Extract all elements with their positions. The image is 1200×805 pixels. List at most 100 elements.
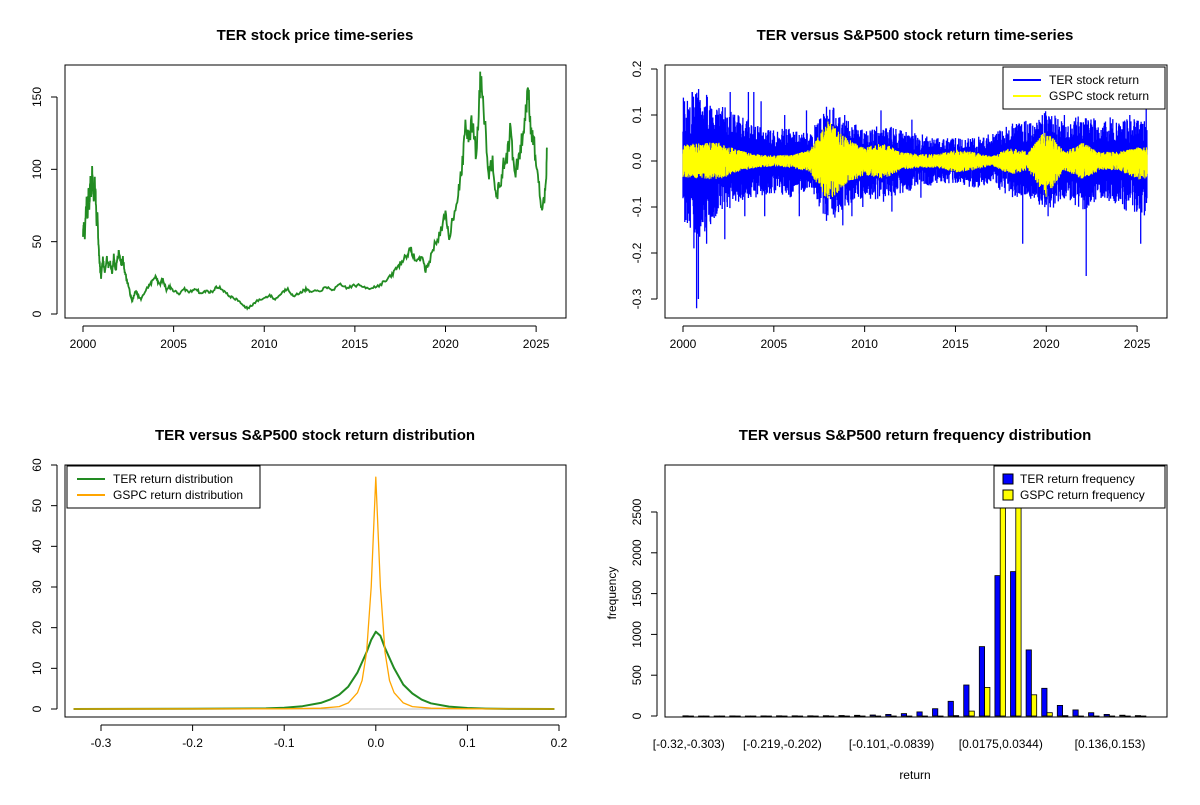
y-tick-label: 30 xyxy=(30,580,44,594)
ter-frequency-bar xyxy=(807,715,814,717)
ter-frequency-bar xyxy=(916,711,923,717)
gspc-frequency-bar xyxy=(1077,715,1084,718)
gspc-frequency-bar xyxy=(1093,715,1100,718)
ter-frequency-bar xyxy=(822,715,829,717)
chart-title: TER stock price time-series xyxy=(217,27,414,44)
ter-frequency-bar xyxy=(885,714,892,717)
ter-frequency-bar xyxy=(854,714,861,717)
x-tick-label: 0.0 xyxy=(367,736,384,750)
y-axis: 0 50 100 150 xyxy=(30,87,58,317)
ter-frequency-bar xyxy=(1041,687,1048,717)
legend-label: TER return distribution xyxy=(113,472,233,486)
y-tick-label: 0 xyxy=(30,310,44,317)
gspc-frequency-bar xyxy=(828,715,835,718)
ter-frequency-bar xyxy=(900,713,907,717)
gspc-frequency-bar xyxy=(968,710,975,717)
ter-frequency-bar xyxy=(869,714,876,717)
ter-density-line xyxy=(73,630,555,710)
legend-label: TER return frequency xyxy=(1020,472,1135,486)
y-axis: 0 10 20 30 40 50 60 xyxy=(30,458,58,712)
gspc-frequency-bar xyxy=(812,715,819,718)
y-tick-label: -0.3 xyxy=(630,288,644,309)
y-tick-label: 50 xyxy=(30,235,44,249)
x-tick-label: 2010 xyxy=(851,337,878,351)
gspc-frequency-bar xyxy=(703,715,710,718)
ter-frequency-bar xyxy=(744,715,751,718)
ter-frequency-bar xyxy=(1103,714,1110,717)
x-tick-labels: [-0.32,-0.303) [-0.219,-0.202) [-0.101,-0.… xyxy=(653,737,1146,751)
gspc-frequency-bar xyxy=(719,715,726,718)
gspc-frequency-bar xyxy=(765,715,772,718)
x-tick-label: 2020 xyxy=(432,337,459,351)
x-tick-label: -0.3 xyxy=(91,736,112,750)
ter-frequency-bar xyxy=(713,715,720,718)
ter-frequency-bar xyxy=(729,715,736,718)
x-tick-label: [-0.219,-0.202) xyxy=(743,737,822,751)
y-tick-label: 2500 xyxy=(630,498,644,525)
x-tick-label: 2025 xyxy=(1124,337,1151,351)
legend-swatch xyxy=(1002,489,1014,501)
gspc-frequency-bar xyxy=(797,715,804,718)
gspc-frequency-bar xyxy=(906,715,913,718)
legend-swatch xyxy=(1002,473,1014,485)
x-tick-label: 0.1 xyxy=(459,736,476,750)
plot-area xyxy=(64,464,567,718)
x-tick-label: 2020 xyxy=(1033,337,1060,351)
x-tick-label: [0.0175,0.0344) xyxy=(959,737,1043,751)
ter-frequency-bar xyxy=(994,575,1001,717)
legend-label: GSPC return frequency xyxy=(1020,488,1145,502)
x-tick-label: 2025 xyxy=(523,337,550,351)
y-tick-label: 0.0 xyxy=(630,152,644,169)
legend-box xyxy=(66,465,261,509)
ter-frequency-bar xyxy=(1010,571,1017,717)
chart-title: TER versus S&P500 stock return distribut… xyxy=(155,427,475,444)
legend-label: TER stock return xyxy=(1049,73,1139,87)
y-tick-label: 1000 xyxy=(630,621,644,648)
gspc-frequency-bar xyxy=(734,715,741,718)
ter-return-line xyxy=(682,89,1148,309)
x-axis: -0.3 -0.2 -0.1 0.0 0.1 0.2 xyxy=(91,724,568,750)
gspc-frequency-bar xyxy=(843,715,850,718)
y-tick-label: 0.1 xyxy=(630,106,644,123)
y-tick-label: 10 xyxy=(30,661,44,675)
legend-box xyxy=(1002,66,1166,110)
ter-frequency-bar xyxy=(963,684,970,717)
gspc-density-line xyxy=(73,476,555,710)
x-tick-label: 2005 xyxy=(160,337,187,351)
y-tick-label: 1500 xyxy=(630,580,644,607)
legend-label: GSPC stock return xyxy=(1049,89,1149,103)
y-tick-label: 20 xyxy=(30,621,44,635)
ter-frequency-bar xyxy=(698,715,705,718)
y-tick-label: -0.1 xyxy=(630,196,644,217)
y-tick-label: 40 xyxy=(30,539,44,553)
gspc-frequency-bar xyxy=(921,715,928,718)
ter-frequency-bar xyxy=(1119,714,1126,717)
gspc-frequency-bar xyxy=(937,715,944,718)
x-tick-label: [-0.32,-0.303) xyxy=(653,737,725,751)
ter-frequency-bar xyxy=(1056,705,1064,717)
gspc-frequency-bar xyxy=(984,687,991,717)
chart-title: TER versus S&P500 stock return time-seri… xyxy=(757,27,1074,44)
y-tick-label: 0 xyxy=(30,705,44,712)
gspc-return-line xyxy=(682,121,1148,199)
x-tick-label: 2000 xyxy=(70,337,97,351)
ter-frequency-bar xyxy=(1072,709,1079,717)
plot-area xyxy=(664,464,1168,718)
legend: TER return distribution GSPC return distr… xyxy=(66,465,261,509)
ter-frequency-bar xyxy=(978,646,985,717)
x-tick-label: [0.136,0.153) xyxy=(1075,737,1146,751)
ter-frequency-bar xyxy=(838,715,845,717)
gspc-frequency-bar xyxy=(1140,715,1147,718)
ter-frequency-bar xyxy=(791,715,798,717)
y-tick-label: 50 xyxy=(30,499,44,513)
chart-title: TER versus S&P500 return frequency distr… xyxy=(739,427,1092,444)
plot-area xyxy=(664,64,1168,319)
gspc-frequency-bar xyxy=(1109,715,1116,718)
gspc-frequency-bar xyxy=(687,715,694,718)
y-tick-label: 150 xyxy=(30,87,44,107)
x-tick-label: 2015 xyxy=(342,337,369,351)
plot-area xyxy=(64,64,567,319)
x-axis-label: return xyxy=(899,768,930,782)
